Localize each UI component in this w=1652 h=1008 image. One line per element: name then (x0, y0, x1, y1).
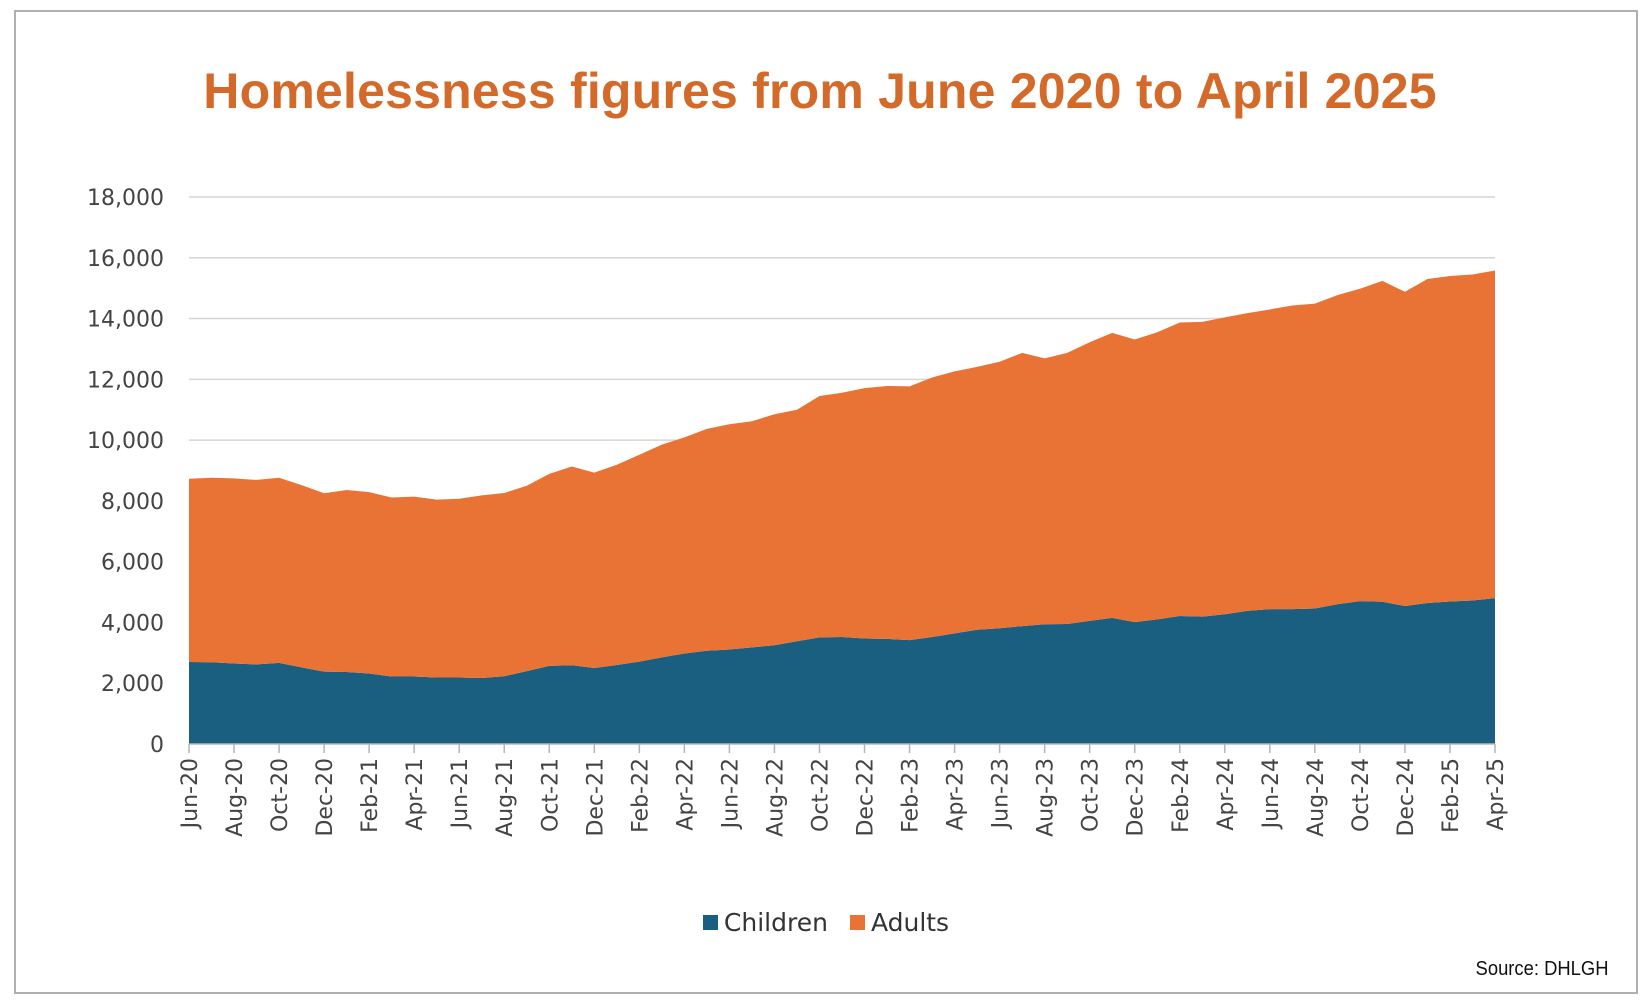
y-tick-label: 8,000 (101, 490, 164, 515)
x-tick-label: Jun-20 (178, 758, 203, 830)
x-tick-label: Dec-22 (854, 758, 879, 837)
area-adults (189, 270, 1495, 679)
x-tick-label: Aug-21 (493, 758, 518, 837)
legend-label-children: Children (723, 908, 828, 937)
legend-swatch-children (702, 915, 718, 930)
x-tick-label: Feb-25 (1439, 758, 1464, 833)
y-tick-label: 10,000 (87, 429, 164, 454)
x-tick-label: Feb-21 (358, 758, 383, 833)
x-tick-label: Oct-23 (1079, 758, 1104, 832)
area-layer (189, 270, 1495, 744)
x-tick-label: Oct-21 (538, 758, 563, 832)
source-note: Source: DHLGH (1475, 958, 1608, 980)
x-tick-label: Dec-23 (1124, 758, 1149, 837)
x-tick-label: Apr-23 (944, 758, 969, 831)
legend-label-adults: Adults (870, 908, 950, 937)
x-tick-label: Dec-21 (583, 758, 608, 837)
x-tick-label: Oct-22 (808, 758, 833, 832)
x-tick-label: Dec-20 (313, 758, 338, 837)
y-tick-label: 6,000 (101, 551, 164, 576)
x-tick-label: Apr-21 (403, 758, 428, 831)
x-tick-label: Feb-22 (628, 758, 653, 833)
axes: 0 2,000 4,000 6,000 8,000 10,000 12,000 14,000 1… (87, 186, 1509, 837)
x-tick-label: Aug-20 (223, 758, 248, 837)
x-tick-label: Aug-22 (763, 758, 788, 837)
x-tick-label: Aug-23 (1034, 758, 1059, 837)
x-tick-label: Jun-23 (989, 758, 1014, 830)
legend-item-children[interactable]: Children (702, 908, 828, 937)
legend: Children Adults (0, 908, 1652, 937)
x-tick-label: Apr-24 (1214, 758, 1239, 831)
x-tick-label: Apr-22 (673, 758, 698, 831)
x-tick-label: Feb-24 (1169, 758, 1194, 833)
x-tick-label: Apr-25 (1484, 758, 1509, 831)
x-tick-label: Oct-24 (1349, 758, 1374, 832)
y-tick-label: 2,000 (101, 672, 164, 697)
x-tick-label: Aug-24 (1304, 758, 1329, 837)
legend-item-adults[interactable]: Adults (849, 908, 950, 937)
y-tick-label: 4,000 (101, 611, 164, 636)
y-tick-label: 14,000 (87, 308, 164, 333)
x-tick-label: Dec-24 (1394, 758, 1419, 837)
x-tick-label: Jun-24 (1259, 758, 1284, 830)
y-tick-label: 16,000 (87, 247, 164, 272)
legend-swatch-adults (849, 915, 865, 930)
y-tick-label: 0 (150, 733, 164, 758)
x-tick-label: Jun-21 (448, 758, 473, 830)
chart-title: Homelessness figures from June 2020 to A… (203, 63, 1437, 119)
x-tick-label: Jun-22 (718, 758, 743, 830)
y-tick-label: 12,000 (87, 368, 164, 393)
area-children (189, 598, 1495, 744)
x-tick-label: Oct-20 (268, 758, 293, 832)
y-tick-label: 18,000 (87, 186, 164, 211)
x-tick-label: Feb-23 (899, 758, 924, 833)
